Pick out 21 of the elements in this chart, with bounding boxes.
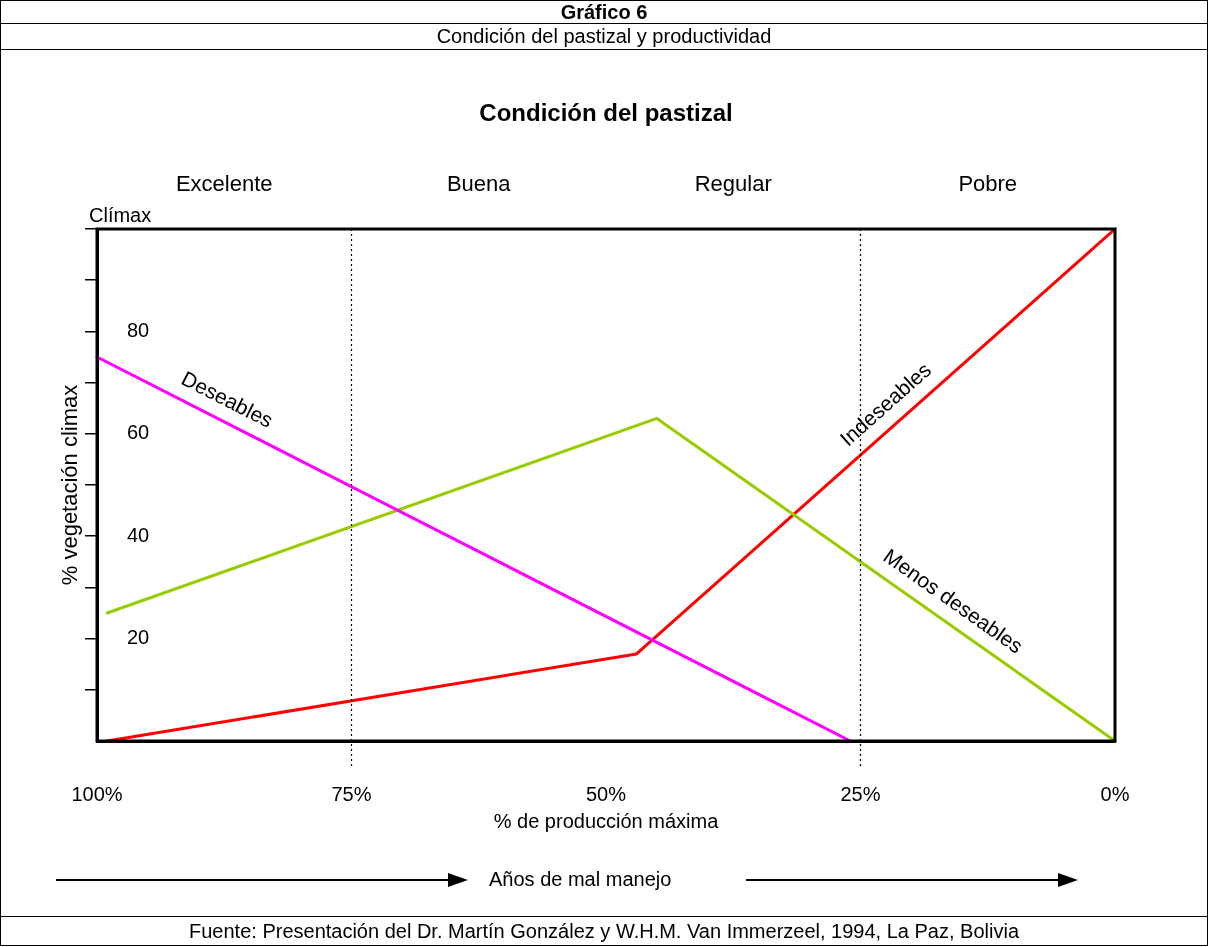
x-tick-label: 0%: [1100, 782, 1130, 805]
y-tick-label: 80: [127, 318, 150, 341]
chart-subtitle: Condición del pastizal y productividad: [1, 24, 1207, 50]
text: Condición del pastizal: [479, 98, 733, 126]
y-axis-title: % vegetación climax: [57, 384, 83, 586]
y-tick-label: 20: [127, 626, 150, 649]
x-tick-label: 75%: [331, 782, 372, 805]
x-axis-title: % de producción máxima: [493, 809, 720, 832]
text: Años de mal manejo: [489, 868, 672, 891]
y-tick-label: 60: [127, 421, 150, 444]
x-tick-label: 100%: [71, 782, 123, 805]
source-note: Fuente: Presentación del Dr. Martín González y W.H.M. Van Immerzeel, 1994, La Paz, Bolivia: [188, 919, 1020, 944]
text: Buena: [446, 171, 512, 197]
x-tick-label: 25%: [840, 782, 881, 805]
y-tick-label: 40: [127, 523, 150, 546]
text: Excelente: [175, 171, 273, 197]
x-tick-label: 50%: [585, 782, 627, 805]
text: Regular: [694, 171, 772, 197]
text: Pobre: [958, 171, 1018, 197]
y-tick-label: Clímax: [89, 203, 152, 226]
chart-title: Gráfico 6: [1, 1, 1207, 24]
